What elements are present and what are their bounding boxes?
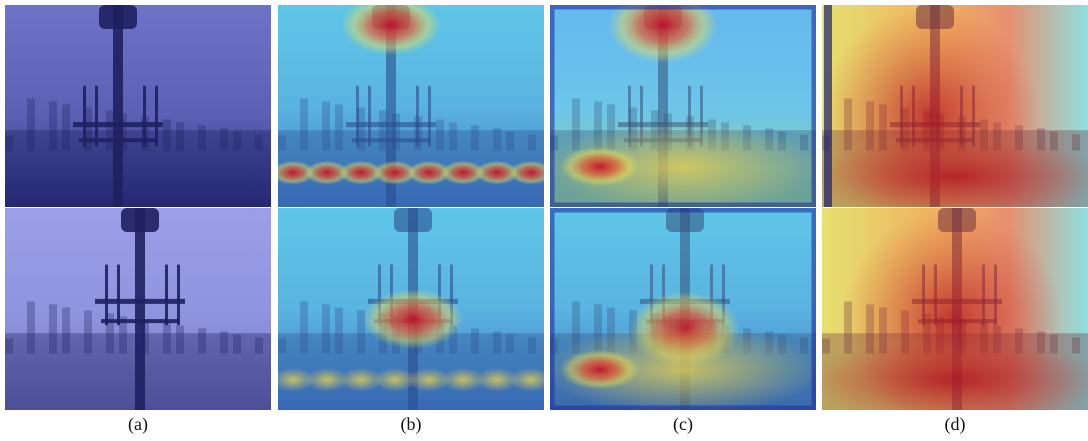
antenna — [356, 86, 359, 147]
building — [106, 110, 114, 150]
antenna — [95, 86, 98, 147]
building — [449, 122, 457, 150]
panel-caption: (a) — [128, 414, 148, 435]
building — [322, 304, 330, 353]
building — [220, 331, 228, 353]
building — [5, 135, 13, 150]
building — [278, 338, 286, 353]
tower-platform — [95, 299, 185, 304]
panel-caption: (b) — [401, 414, 422, 435]
antenna — [155, 86, 158, 147]
building — [49, 101, 57, 150]
antenna — [143, 86, 146, 147]
tower-mast — [135, 208, 145, 410]
tower-mast — [113, 5, 123, 207]
building — [300, 98, 308, 150]
heat — [560, 147, 640, 187]
tower-head — [121, 208, 159, 232]
image-panel — [805, 5, 1088, 226]
building — [198, 125, 206, 150]
heat — [509, 161, 553, 185]
building — [335, 307, 343, 353]
building — [163, 322, 171, 353]
image-panel — [271, 208, 553, 410]
building — [5, 338, 13, 353]
antenna — [177, 265, 180, 326]
building — [471, 328, 479, 353]
panel-caption: (c) — [673, 414, 693, 435]
building — [1072, 134, 1080, 150]
building — [300, 301, 308, 353]
antenna — [83, 86, 86, 147]
image-panel — [805, 208, 1088, 429]
building — [528, 337, 536, 353]
tower-head — [99, 5, 137, 29]
antenna — [165, 265, 168, 326]
building — [255, 337, 263, 353]
building — [379, 110, 387, 150]
building — [506, 131, 514, 150]
building — [322, 101, 330, 150]
building — [84, 310, 92, 353]
building — [528, 134, 536, 150]
building — [233, 131, 241, 150]
figure: (a) (b) (c) (d) — [0, 0, 1088, 441]
image-panel — [543, 208, 823, 415]
building — [471, 125, 479, 150]
building — [220, 128, 228, 150]
panel-caption: (d) — [945, 414, 966, 435]
building — [493, 128, 501, 150]
image-panel — [543, 0, 823, 212]
antenna — [368, 86, 371, 147]
antenna — [117, 265, 120, 326]
building — [278, 135, 286, 150]
building — [493, 331, 501, 353]
image-panel — [271, 0, 553, 207]
building — [822, 338, 830, 353]
heat — [509, 368, 553, 392]
captions: (a) (b) (c) (d) — [128, 414, 965, 435]
building — [27, 301, 35, 353]
antenna — [105, 265, 108, 326]
building — [506, 334, 514, 353]
antenna — [416, 86, 419, 147]
building — [62, 104, 70, 150]
heat — [363, 289, 463, 349]
building — [255, 134, 263, 150]
building — [27, 98, 35, 150]
building — [176, 325, 184, 353]
building — [62, 307, 70, 353]
heat — [560, 350, 640, 390]
building — [335, 104, 343, 150]
building — [1072, 337, 1080, 353]
building — [436, 119, 444, 150]
antenna — [428, 86, 431, 147]
frame-border — [824, 5, 832, 207]
image-panel — [5, 5, 271, 207]
building — [163, 119, 171, 150]
panel-grid — [5, 0, 1088, 429]
building — [176, 122, 184, 150]
tower-platform — [73, 122, 163, 127]
tower-platform — [346, 122, 436, 127]
building — [233, 334, 241, 353]
building — [49, 304, 57, 353]
tower-head — [394, 208, 432, 232]
image-panel — [5, 208, 271, 410]
building — [198, 328, 206, 353]
